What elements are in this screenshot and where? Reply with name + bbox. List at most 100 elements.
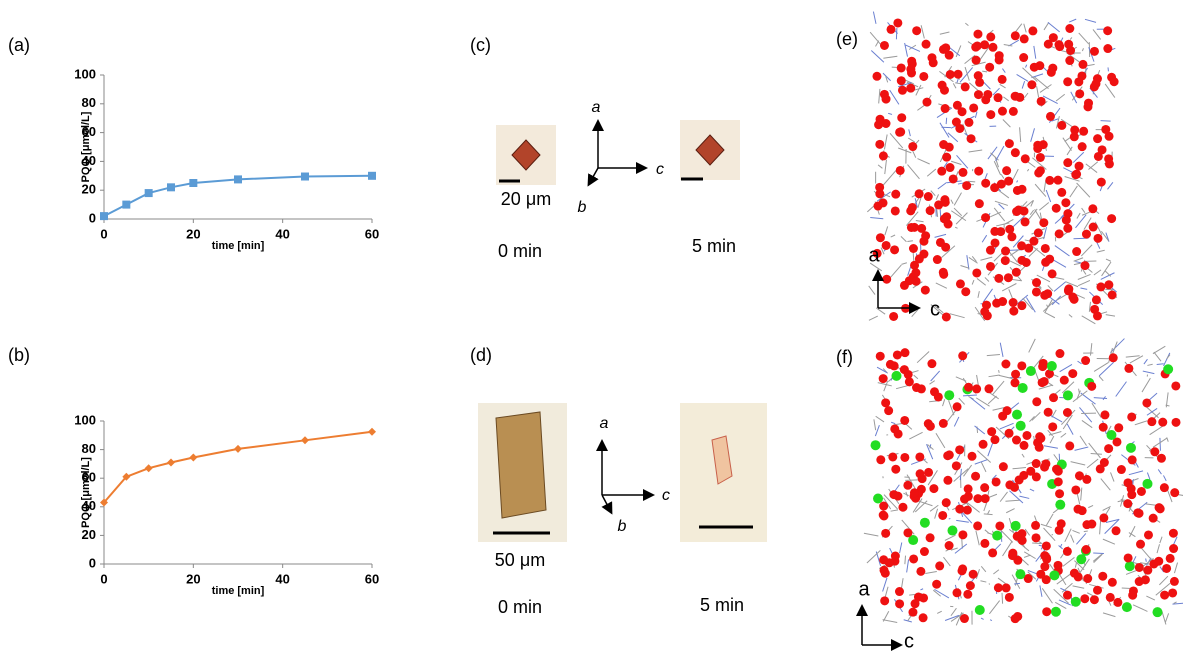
atom	[1063, 158, 1072, 167]
atom	[1055, 526, 1064, 535]
bond	[940, 123, 949, 138]
atom	[973, 30, 982, 39]
atom	[979, 440, 988, 449]
bond	[1081, 245, 1092, 256]
bond	[1157, 364, 1164, 365]
atom	[1096, 282, 1105, 291]
axis-label: c	[930, 298, 940, 320]
bond	[1044, 22, 1049, 30]
atom	[998, 297, 1007, 306]
bond	[937, 611, 942, 613]
bond	[1003, 119, 1011, 127]
atom	[1049, 393, 1058, 402]
atom	[995, 51, 1004, 60]
bond	[995, 201, 1008, 205]
bond	[999, 370, 1000, 373]
bond	[908, 138, 914, 142]
atom	[896, 127, 905, 136]
atom	[1098, 145, 1107, 154]
bond	[1075, 447, 1089, 450]
bond	[878, 383, 892, 386]
atom	[1032, 287, 1041, 296]
bond	[920, 589, 923, 590]
marker	[189, 453, 197, 461]
bond	[1001, 174, 1004, 178]
bond	[980, 581, 986, 582]
atom	[991, 238, 1000, 247]
bond	[1078, 361, 1082, 364]
atom	[1100, 458, 1109, 467]
axis-label: b	[618, 518, 627, 535]
bond	[1000, 492, 1007, 502]
bond	[876, 416, 884, 422]
atom	[1011, 521, 1021, 531]
bond	[869, 286, 875, 295]
atom	[939, 140, 948, 149]
atom	[1039, 140, 1048, 149]
atom	[1020, 441, 1029, 450]
bond	[954, 417, 959, 427]
bond	[964, 465, 972, 476]
atom	[1091, 79, 1100, 88]
axes-arrows	[589, 122, 645, 184]
bond	[909, 432, 922, 439]
atom	[958, 564, 967, 573]
y-tick-label: 20	[82, 182, 96, 197]
atom	[972, 384, 981, 393]
bond	[934, 589, 948, 598]
bond	[1094, 554, 1102, 562]
atom	[1054, 467, 1063, 476]
bond	[981, 566, 986, 572]
bond	[871, 50, 884, 62]
bond	[1069, 315, 1072, 318]
panel-label: (e)	[836, 29, 858, 49]
bond	[957, 155, 968, 168]
marker	[100, 212, 108, 220]
atom	[1029, 237, 1038, 246]
atom	[1052, 204, 1061, 213]
bond	[1034, 46, 1036, 59]
bond	[1050, 436, 1054, 443]
atom	[960, 495, 969, 504]
bond	[877, 367, 887, 373]
bond	[1031, 128, 1035, 141]
bond	[1042, 588, 1052, 603]
atom	[996, 227, 1005, 236]
atom	[1083, 102, 1092, 111]
atom	[1172, 418, 1181, 427]
atom	[939, 270, 948, 279]
bond	[873, 12, 876, 24]
bond	[1012, 169, 1018, 181]
atom	[1158, 418, 1167, 427]
bond	[953, 83, 956, 88]
atom	[1078, 60, 1087, 69]
atom	[890, 245, 899, 254]
bond	[1025, 93, 1028, 97]
atom	[942, 312, 951, 321]
atom	[1071, 170, 1080, 179]
atom	[1049, 33, 1058, 42]
bond	[1065, 529, 1071, 542]
atom	[1055, 349, 1064, 358]
atom	[907, 223, 916, 232]
data-line	[104, 432, 372, 503]
atom	[881, 569, 890, 578]
bond	[1076, 533, 1085, 544]
atom	[1016, 421, 1026, 431]
bond	[936, 194, 938, 199]
bond	[951, 608, 957, 616]
atom	[947, 526, 957, 536]
atom	[958, 351, 967, 360]
bond	[1002, 69, 1005, 73]
bond	[1102, 262, 1111, 276]
atom	[1057, 188, 1066, 197]
atom	[886, 360, 895, 369]
y-tick-label: 80	[82, 441, 96, 456]
bond	[896, 385, 909, 388]
bond	[1000, 84, 1006, 88]
bond	[1044, 181, 1046, 192]
atom	[969, 103, 978, 112]
y-tick-label: 20	[82, 527, 96, 542]
atom	[875, 140, 884, 149]
atom	[891, 190, 900, 199]
